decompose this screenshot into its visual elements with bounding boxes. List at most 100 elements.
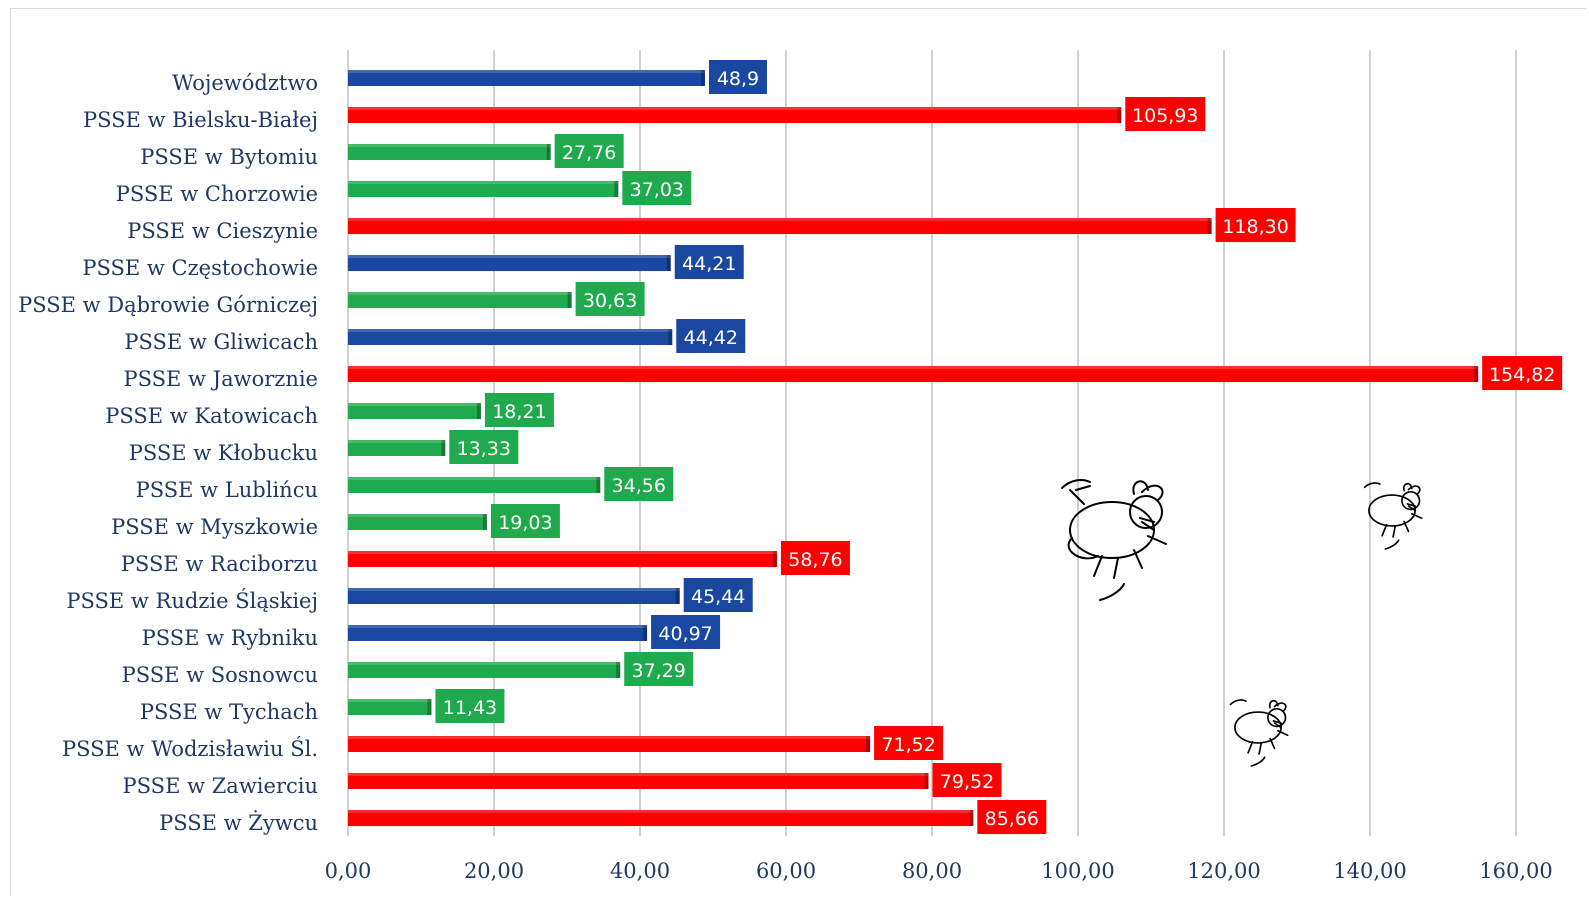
data-label: 34,56 — [612, 475, 666, 497]
data-label-box — [1482, 356, 1563, 390]
x-tick-label: 100,00 — [1041, 859, 1114, 883]
category-label: PSSE w Żywcu — [159, 811, 318, 835]
bar-group: 13,33 — [348, 430, 519, 464]
data-label-box — [780, 541, 850, 575]
bar-end-cap — [772, 551, 777, 567]
bar-group: 37,29 — [348, 652, 694, 686]
bar — [348, 699, 432, 715]
bar — [348, 551, 777, 567]
bar-group: 40,97 — [348, 615, 721, 649]
bar — [348, 588, 680, 604]
data-label: 44,42 — [684, 327, 738, 349]
bar-group: 118,30 — [348, 208, 1296, 242]
data-label-box — [1215, 208, 1296, 242]
data-label: 71,52 — [881, 734, 935, 756]
bar — [348, 625, 648, 641]
category-label: PSSE w Kłobucku — [129, 441, 318, 465]
bar-group: 30,63 — [348, 282, 645, 316]
bar — [348, 144, 551, 160]
category-label: PSSE w Bytomiu — [140, 145, 318, 169]
x-tick-label: 40,00 — [610, 859, 670, 883]
category-label: PSSE w Katowicach — [105, 404, 318, 428]
bar-highlight — [348, 218, 1212, 221]
bar-group: 19,03 — [348, 504, 560, 538]
bar-group: 18,21 — [348, 393, 554, 427]
category-label: PSSE w Bielsku-Białej — [83, 108, 318, 132]
bar-group: 71,52 — [348, 726, 944, 760]
x-tick-label: 0,00 — [325, 859, 372, 883]
x-tick-label: 120,00 — [1187, 859, 1260, 883]
category-label: PSSE w Chorzowie — [116, 182, 318, 206]
bar-end-cap — [614, 181, 619, 197]
bar — [348, 477, 601, 493]
fly-drawing — [1229, 699, 1289, 767]
bar-highlight — [348, 514, 487, 517]
data-label-box — [624, 652, 694, 686]
x-tick-label: 160,00 — [1479, 859, 1552, 883]
bar-group: 37,03 — [348, 171, 692, 205]
bar-highlight — [348, 773, 929, 776]
data-label-box — [554, 134, 624, 168]
x-tick-label: 140,00 — [1333, 859, 1406, 883]
bar — [348, 403, 481, 419]
bar — [348, 366, 1479, 382]
bar-highlight — [348, 699, 432, 702]
bar-end-cap — [482, 514, 487, 530]
bar-group: 27,76 — [348, 134, 624, 168]
data-label: 18,21 — [492, 401, 546, 423]
bar-group: 44,42 — [348, 319, 746, 353]
bar-end-cap — [675, 588, 680, 604]
data-label-box — [674, 245, 744, 279]
bar — [348, 292, 572, 308]
category-label: PSSE w Gliwicach — [124, 330, 318, 354]
x-axis-tick-labels: 0,00 20,00 40,00 60,00 80,00 100,00 120,00 140,… — [325, 859, 1553, 883]
category-label: PSSE w Cieszynie — [127, 219, 318, 243]
bar — [348, 810, 974, 826]
bar-end-cap — [1117, 107, 1122, 123]
bar-end-cap — [427, 699, 432, 715]
data-label: 45,44 — [691, 586, 745, 608]
category-label: PSSE w Jaworznie — [123, 367, 318, 391]
bar — [348, 736, 871, 752]
category-label: PSSE w Raciborzu — [121, 552, 318, 576]
bar — [348, 70, 705, 86]
bar-highlight — [348, 551, 777, 554]
bar-group: 105,93 — [348, 97, 1206, 131]
bar — [348, 440, 446, 456]
data-label-box — [490, 504, 560, 538]
fly-drawing — [1363, 482, 1423, 550]
bar-highlight — [348, 736, 871, 739]
bar-end-cap — [616, 662, 621, 678]
bar — [348, 773, 929, 789]
bars: 48,9 105,93 27,76 37,03 118,30 44,21 30,63 44,4… — [348, 60, 1563, 834]
bar-end-cap — [476, 403, 481, 419]
data-label: 37,29 — [632, 660, 686, 682]
data-label-box — [651, 615, 721, 649]
x-tick-label: 60,00 — [756, 859, 816, 883]
bar-highlight — [348, 662, 621, 665]
category-label: PSSE w Sosnowcu — [122, 663, 318, 687]
data-label-box — [977, 800, 1047, 834]
bar-end-cap — [643, 625, 648, 641]
data-label: 118,30 — [1222, 216, 1288, 238]
bar-end-cap — [700, 70, 705, 86]
bar-highlight — [348, 144, 551, 147]
data-label-box — [1125, 97, 1206, 131]
data-label: 105,93 — [1132, 105, 1198, 127]
data-label: 37,03 — [630, 179, 684, 201]
data-label: 40,97 — [658, 623, 712, 645]
bar-end-cap — [866, 736, 871, 752]
chart-frame — [10, 8, 1586, 896]
bar-end-cap — [596, 477, 601, 493]
category-label: PSSE w Dąbrowie Górniczej — [18, 293, 318, 317]
data-label-box — [575, 282, 645, 316]
bar-highlight — [348, 477, 601, 480]
bar — [348, 329, 673, 345]
bar-highlight — [348, 255, 671, 258]
data-label: 58,76 — [788, 549, 842, 571]
data-label-box — [683, 578, 753, 612]
bar-highlight — [348, 588, 680, 591]
bar-highlight — [348, 107, 1122, 110]
bar — [348, 218, 1212, 234]
